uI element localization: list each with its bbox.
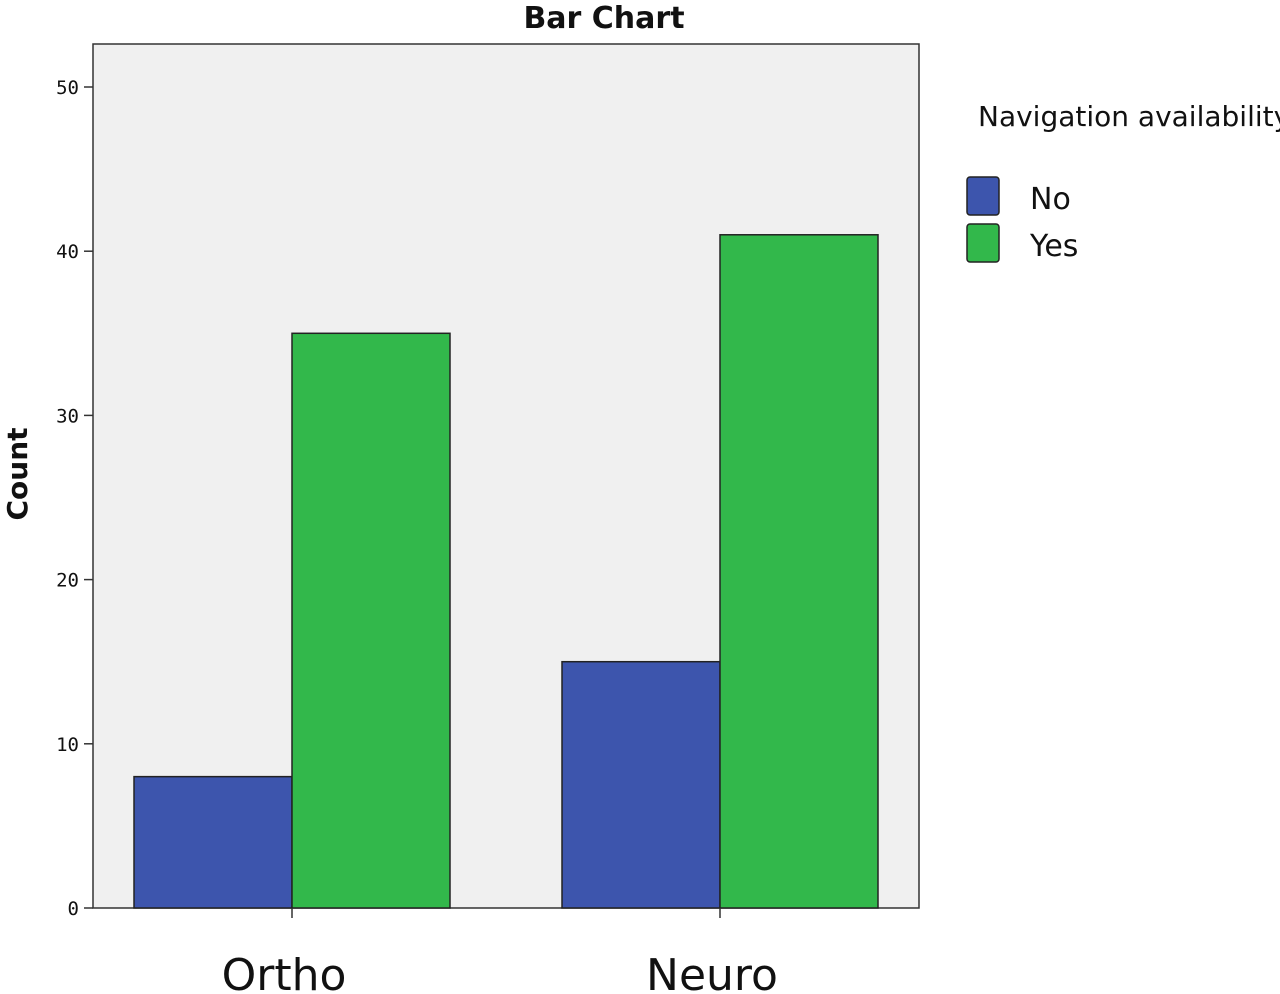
bar-no-ortho bbox=[133, 775, 293, 909]
bar-yes-ortho bbox=[291, 332, 451, 909]
y-axis: 0 10 20 30 40 50 bbox=[56, 77, 93, 920]
y-tick-label: 40 bbox=[56, 241, 79, 263]
legend-swatch-no bbox=[966, 176, 1000, 216]
y-tick-label: 20 bbox=[56, 570, 79, 592]
y-tick-label: 10 bbox=[56, 734, 79, 756]
chart-title: Bar Chart bbox=[523, 1, 684, 36]
y-axis-label: Count bbox=[1, 427, 34, 520]
legend: Navigation availability No Yes bbox=[966, 100, 1280, 264]
bar-no-neuro bbox=[561, 660, 721, 909]
legend-label-no: No bbox=[1030, 182, 1071, 217]
bars bbox=[133, 234, 879, 909]
bar-yes-neuro bbox=[719, 234, 879, 909]
x-tick-label: Ortho bbox=[222, 950, 347, 994]
legend-label-yes: Yes bbox=[1029, 229, 1078, 264]
y-tick-label: 50 bbox=[56, 77, 79, 99]
y-tick-label: 30 bbox=[56, 405, 79, 427]
legend-swatch-yes bbox=[966, 223, 1000, 263]
x-axis: Ortho Neuro bbox=[222, 908, 778, 994]
legend-title: Navigation availability bbox=[978, 100, 1280, 133]
x-tick-label: Neuro bbox=[646, 950, 778, 994]
y-tick-label: 0 bbox=[68, 898, 79, 920]
